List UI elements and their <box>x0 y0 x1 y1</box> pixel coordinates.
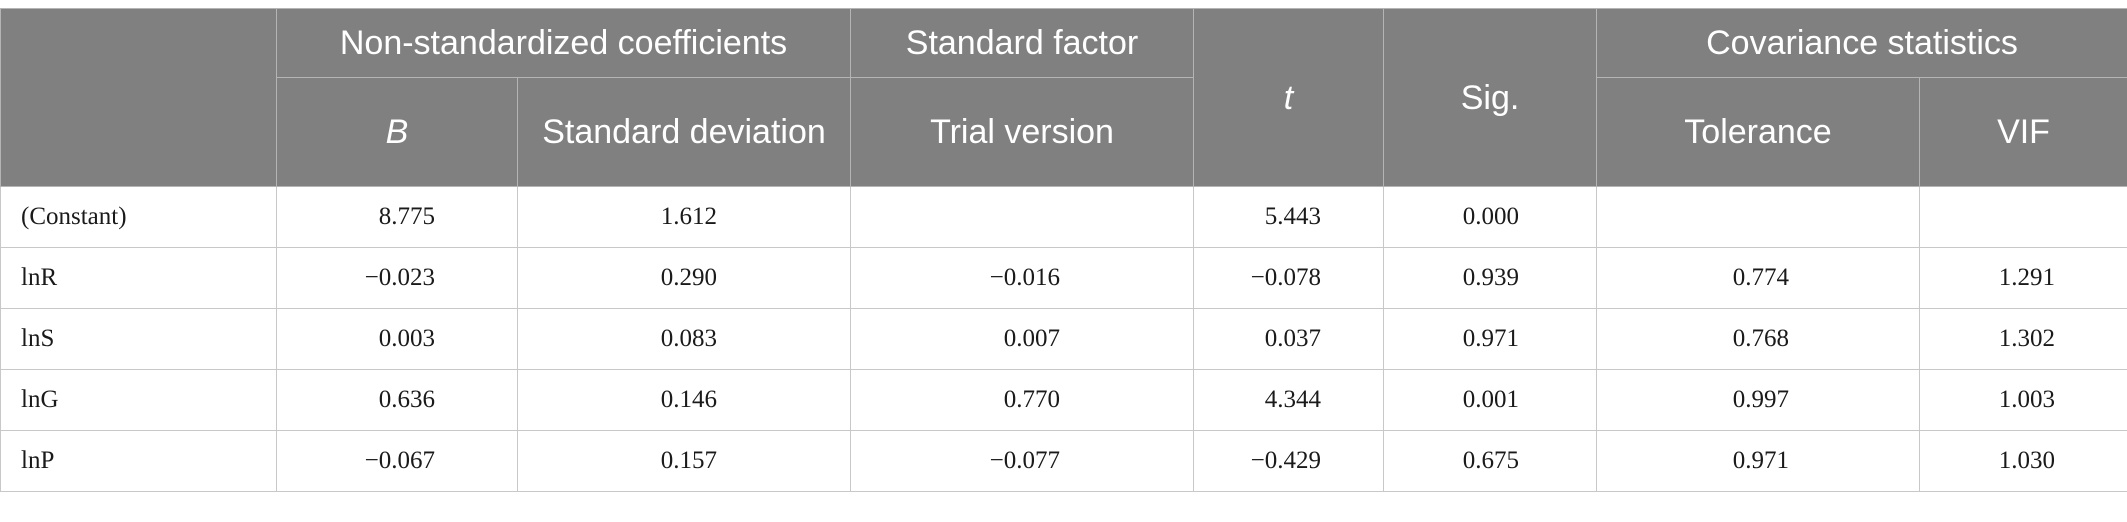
header-b: B <box>277 78 518 187</box>
cell-t: −0.429 <box>1194 431 1384 492</box>
header-vif: VIF <box>1920 78 2127 187</box>
row-label: lnP <box>1 431 277 492</box>
cell-t: 4.344 <box>1194 370 1384 431</box>
cell-vif <box>1920 187 2127 248</box>
cell-sig: 0.001 <box>1384 370 1597 431</box>
cell-standard-factor: −0.016 <box>851 248 1194 309</box>
cell-standard-deviation: 0.146 <box>518 370 851 431</box>
header-sig: Sig. <box>1384 9 1597 187</box>
cell-tolerance: 0.971 <box>1597 431 1920 492</box>
cell-b: −0.067 <box>277 431 518 492</box>
table-row: (Constant) 8.775 1.612 5.443 0.000 <box>1 187 2127 248</box>
cell-b: 8.775 <box>277 187 518 248</box>
cell-standard-factor: 0.007 <box>851 309 1194 370</box>
table-row: lnP −0.067 0.157 −0.077 −0.429 0.675 0.9… <box>1 431 2127 492</box>
cell-standard-factor: −0.077 <box>851 431 1194 492</box>
regression-table: Non-standardized coefficients Standard f… <box>0 8 2127 492</box>
cell-tolerance: 0.768 <box>1597 309 1920 370</box>
row-label: lnS <box>1 309 277 370</box>
cell-b: 0.003 <box>277 309 518 370</box>
cell-standard-deviation: 1.612 <box>518 187 851 248</box>
cell-tolerance <box>1597 187 1920 248</box>
cell-t: 5.443 <box>1194 187 1384 248</box>
table-body: (Constant) 8.775 1.612 5.443 0.000 lnR −… <box>1 187 2127 492</box>
table-row: lnR −0.023 0.290 −0.016 −0.078 0.939 0.7… <box>1 248 2127 309</box>
row-label: lnG <box>1 370 277 431</box>
cell-t: −0.078 <box>1194 248 1384 309</box>
cell-tolerance: 0.997 <box>1597 370 1920 431</box>
header-nonstandardized-coefficients: Non-standardized coefficients <box>277 9 851 78</box>
cell-sig: 0.675 <box>1384 431 1597 492</box>
header-blank <box>1 9 277 187</box>
cell-standard-deviation: 0.157 <box>518 431 851 492</box>
header-standard-deviation: Standard deviation <box>518 78 851 187</box>
cell-vif: 1.003 <box>1920 370 2127 431</box>
table-header: Non-standardized coefficients Standard f… <box>1 9 2127 187</box>
cell-standard-deviation: 0.290 <box>518 248 851 309</box>
header-trial-version: Trial version <box>851 78 1194 187</box>
cell-sig: 0.939 <box>1384 248 1597 309</box>
cell-vif: 1.302 <box>1920 309 2127 370</box>
cell-b: −0.023 <box>277 248 518 309</box>
table-row: lnG 0.636 0.146 0.770 4.344 0.001 0.997 … <box>1 370 2127 431</box>
header-t: t <box>1194 9 1384 187</box>
row-label: lnR <box>1 248 277 309</box>
cell-tolerance: 0.774 <box>1597 248 1920 309</box>
header-tolerance: Tolerance <box>1597 78 1920 187</box>
cell-b: 0.636 <box>277 370 518 431</box>
cell-standard-factor <box>851 187 1194 248</box>
header-covariance-statistics: Covariance statistics <box>1597 9 2127 78</box>
cell-vif: 1.030 <box>1920 431 2127 492</box>
cell-standard-factor: 0.770 <box>851 370 1194 431</box>
header-standard-factor: Standard factor <box>851 9 1194 78</box>
cell-sig: 0.000 <box>1384 187 1597 248</box>
cell-vif: 1.291 <box>1920 248 2127 309</box>
cell-sig: 0.971 <box>1384 309 1597 370</box>
cell-t: 0.037 <box>1194 309 1384 370</box>
row-label: (Constant) <box>1 187 277 248</box>
table-row: lnS 0.003 0.083 0.007 0.037 0.971 0.768 … <box>1 309 2127 370</box>
cell-standard-deviation: 0.083 <box>518 309 851 370</box>
